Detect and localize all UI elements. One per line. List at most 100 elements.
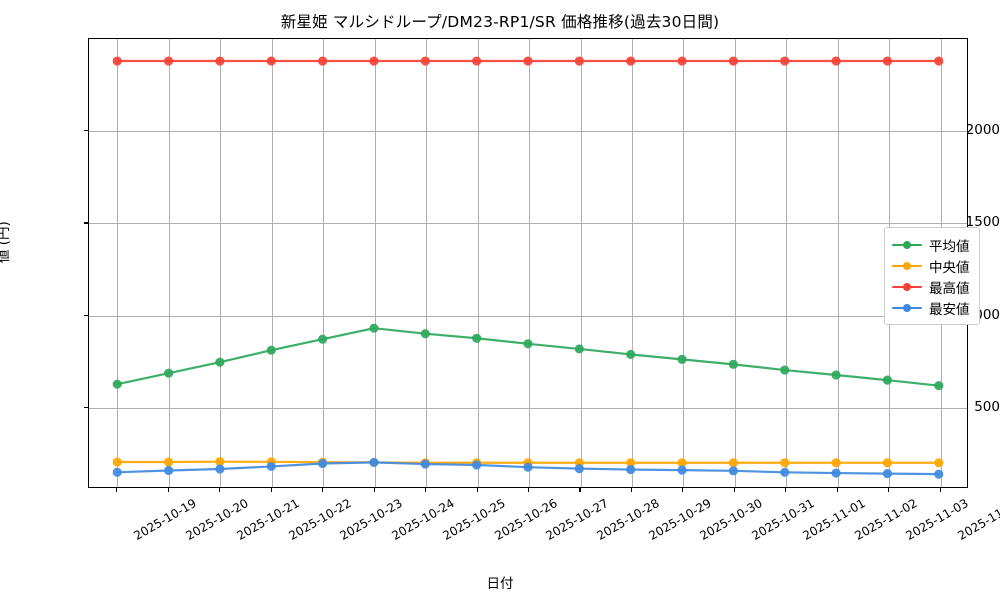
gridline-vertical: [323, 39, 325, 487]
x-axis-tick-mark: [733, 488, 735, 492]
data-point-marker: [780, 56, 790, 66]
data-point-marker: [728, 359, 738, 369]
chart-legend: 平均値中央値最高値 最安値: [884, 227, 980, 325]
data-point-marker: [626, 458, 636, 468]
data-point-marker: [882, 56, 893, 66]
data-point-marker: [215, 464, 225, 474]
legend-item[interactable]: 最高値: [892, 276, 970, 297]
data-point-marker: [934, 458, 944, 468]
data-point-marker: [369, 323, 379, 333]
data-point-marker: [626, 349, 636, 360]
data-point-marker: [472, 460, 482, 470]
data-point-marker: [523, 339, 533, 349]
legend-swatch-icon: [892, 280, 922, 294]
series-平均値: [112, 323, 944, 391]
data-point-marker: [780, 458, 790, 468]
gridline-horizontal: [89, 315, 967, 317]
gridline-horizontal: [89, 223, 967, 225]
chart-title: 新星姫 マルシドループ/DM23-RP1/SR 価格推移(過去30日間): [280, 13, 720, 31]
x-axis-tick-mark: [116, 488, 118, 492]
x-axis-tick-mark: [322, 488, 324, 492]
data-point-marker: [163, 465, 174, 476]
data-point-marker: [215, 56, 225, 66]
data-point-marker: [574, 464, 584, 474]
data-point-marker: [318, 56, 328, 66]
y-axis-tick-mark: [84, 222, 88, 224]
data-point-marker: [420, 329, 430, 339]
x-axis-tick-mark: [270, 488, 272, 492]
data-point-marker: [215, 457, 225, 467]
gridline-vertical: [477, 39, 479, 487]
x-axis-tick-mark: [579, 488, 581, 492]
legend-dot: [903, 303, 911, 312]
legend-swatch-icon: [892, 301, 922, 315]
data-point-marker: [934, 56, 944, 66]
gridline-vertical: [168, 39, 170, 487]
data-point-marker: [112, 379, 122, 389]
gridline-vertical: [117, 39, 119, 487]
legend-item[interactable]: 中央値: [892, 255, 970, 276]
x-axis-tick-mark: [219, 488, 221, 492]
plot-area: [88, 38, 968, 488]
legend-item[interactable]: 平均値: [892, 234, 970, 255]
legend-item[interactable]: 最安値: [892, 297, 970, 318]
x-axis-label: 日付: [486, 576, 514, 592]
legend-dot: [903, 261, 911, 270]
data-point-marker: [677, 465, 687, 475]
data-point-marker: [420, 56, 430, 66]
data-point-marker: [266, 461, 276, 472]
x-axis-tick-mark: [476, 488, 478, 492]
data-point-marker: [369, 457, 379, 467]
data-point-marker: [472, 56, 482, 66]
x-axis-tick-mark: [785, 488, 787, 492]
x-axis-tick-mark: [939, 488, 941, 492]
data-point-marker: [163, 368, 174, 378]
gridline-vertical: [683, 39, 685, 487]
x-axis-tick-mark: [682, 488, 684, 492]
x-axis-tick-mark: [425, 488, 427, 492]
y-axis-tick-mark: [84, 406, 88, 408]
legend-dot: [903, 240, 911, 249]
x-axis-tick-mark: [836, 488, 838, 492]
gridline-vertical: [271, 39, 273, 487]
legend-item-label: 中央値: [929, 259, 970, 276]
data-point-marker: [626, 464, 636, 475]
data-point-marker: [163, 457, 174, 467]
legend-item-label: 最高値: [929, 280, 970, 297]
y-axis-tick-label: 500: [974, 398, 1000, 415]
gridline-vertical: [580, 39, 582, 487]
gridline-vertical: [734, 39, 736, 487]
data-point-marker: [728, 56, 738, 66]
data-point-marker: [112, 56, 122, 66]
gridline-vertical: [786, 39, 788, 487]
gridline-vertical: [374, 39, 376, 487]
data-point-marker: [112, 467, 122, 477]
data-point-marker: [266, 56, 276, 66]
data-point-marker: [831, 458, 841, 468]
data-series-layer: [112, 56, 944, 479]
data-point-marker: [728, 466, 738, 476]
data-point-marker: [420, 459, 430, 469]
data-point-marker: [369, 56, 379, 66]
data-point-marker: [934, 381, 944, 391]
y-axis-tick-label: 1500: [965, 214, 1000, 231]
x-axis-tick-mark: [373, 488, 375, 492]
data-point-marker: [574, 344, 584, 354]
data-point-marker: [934, 469, 944, 479]
data-point-marker: [882, 469, 893, 479]
data-point-marker: [112, 457, 122, 467]
data-point-marker: [780, 467, 790, 477]
y-axis-tick-mark: [84, 130, 88, 132]
x-axis-tick-mark: [528, 488, 530, 492]
data-point-marker: [882, 375, 893, 385]
data-point-marker: [318, 334, 328, 344]
x-axis-tick-mark: [888, 488, 890, 492]
series-最安値: [112, 457, 944, 479]
legend-swatch-icon: [892, 259, 922, 273]
gridline-vertical: [837, 39, 839, 487]
legend-dot: [903, 282, 911, 291]
gridline-vertical: [220, 39, 222, 487]
data-point-marker: [523, 462, 533, 472]
data-point-marker: [163, 56, 174, 66]
